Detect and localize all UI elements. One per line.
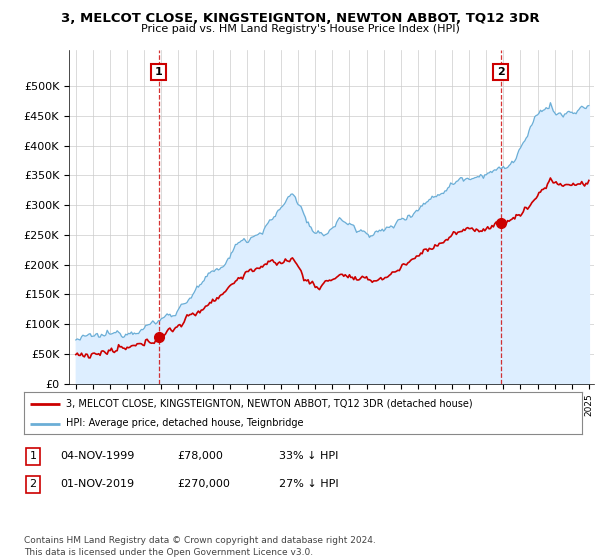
Text: 1: 1 [29, 451, 37, 461]
Text: 3, MELCOT CLOSE, KINGSTEIGNTON, NEWTON ABBOT, TQ12 3DR (detached house): 3, MELCOT CLOSE, KINGSTEIGNTON, NEWTON A… [66, 399, 472, 409]
Text: 3, MELCOT CLOSE, KINGSTEIGNTON, NEWTON ABBOT, TQ12 3DR: 3, MELCOT CLOSE, KINGSTEIGNTON, NEWTON A… [61, 12, 539, 25]
Text: £78,000: £78,000 [177, 451, 223, 461]
Text: HPI: Average price, detached house, Teignbridge: HPI: Average price, detached house, Teig… [66, 418, 304, 428]
Text: £270,000: £270,000 [177, 479, 230, 489]
Text: 2: 2 [497, 67, 505, 77]
Text: 01-NOV-2019: 01-NOV-2019 [60, 479, 134, 489]
Text: 1: 1 [155, 67, 163, 77]
Text: 27% ↓ HPI: 27% ↓ HPI [279, 479, 338, 489]
Text: 33% ↓ HPI: 33% ↓ HPI [279, 451, 338, 461]
Text: 2: 2 [29, 479, 37, 489]
Text: Contains HM Land Registry data © Crown copyright and database right 2024.
This d: Contains HM Land Registry data © Crown c… [24, 536, 376, 557]
Text: 04-NOV-1999: 04-NOV-1999 [60, 451, 134, 461]
Text: Price paid vs. HM Land Registry's House Price Index (HPI): Price paid vs. HM Land Registry's House … [140, 24, 460, 34]
